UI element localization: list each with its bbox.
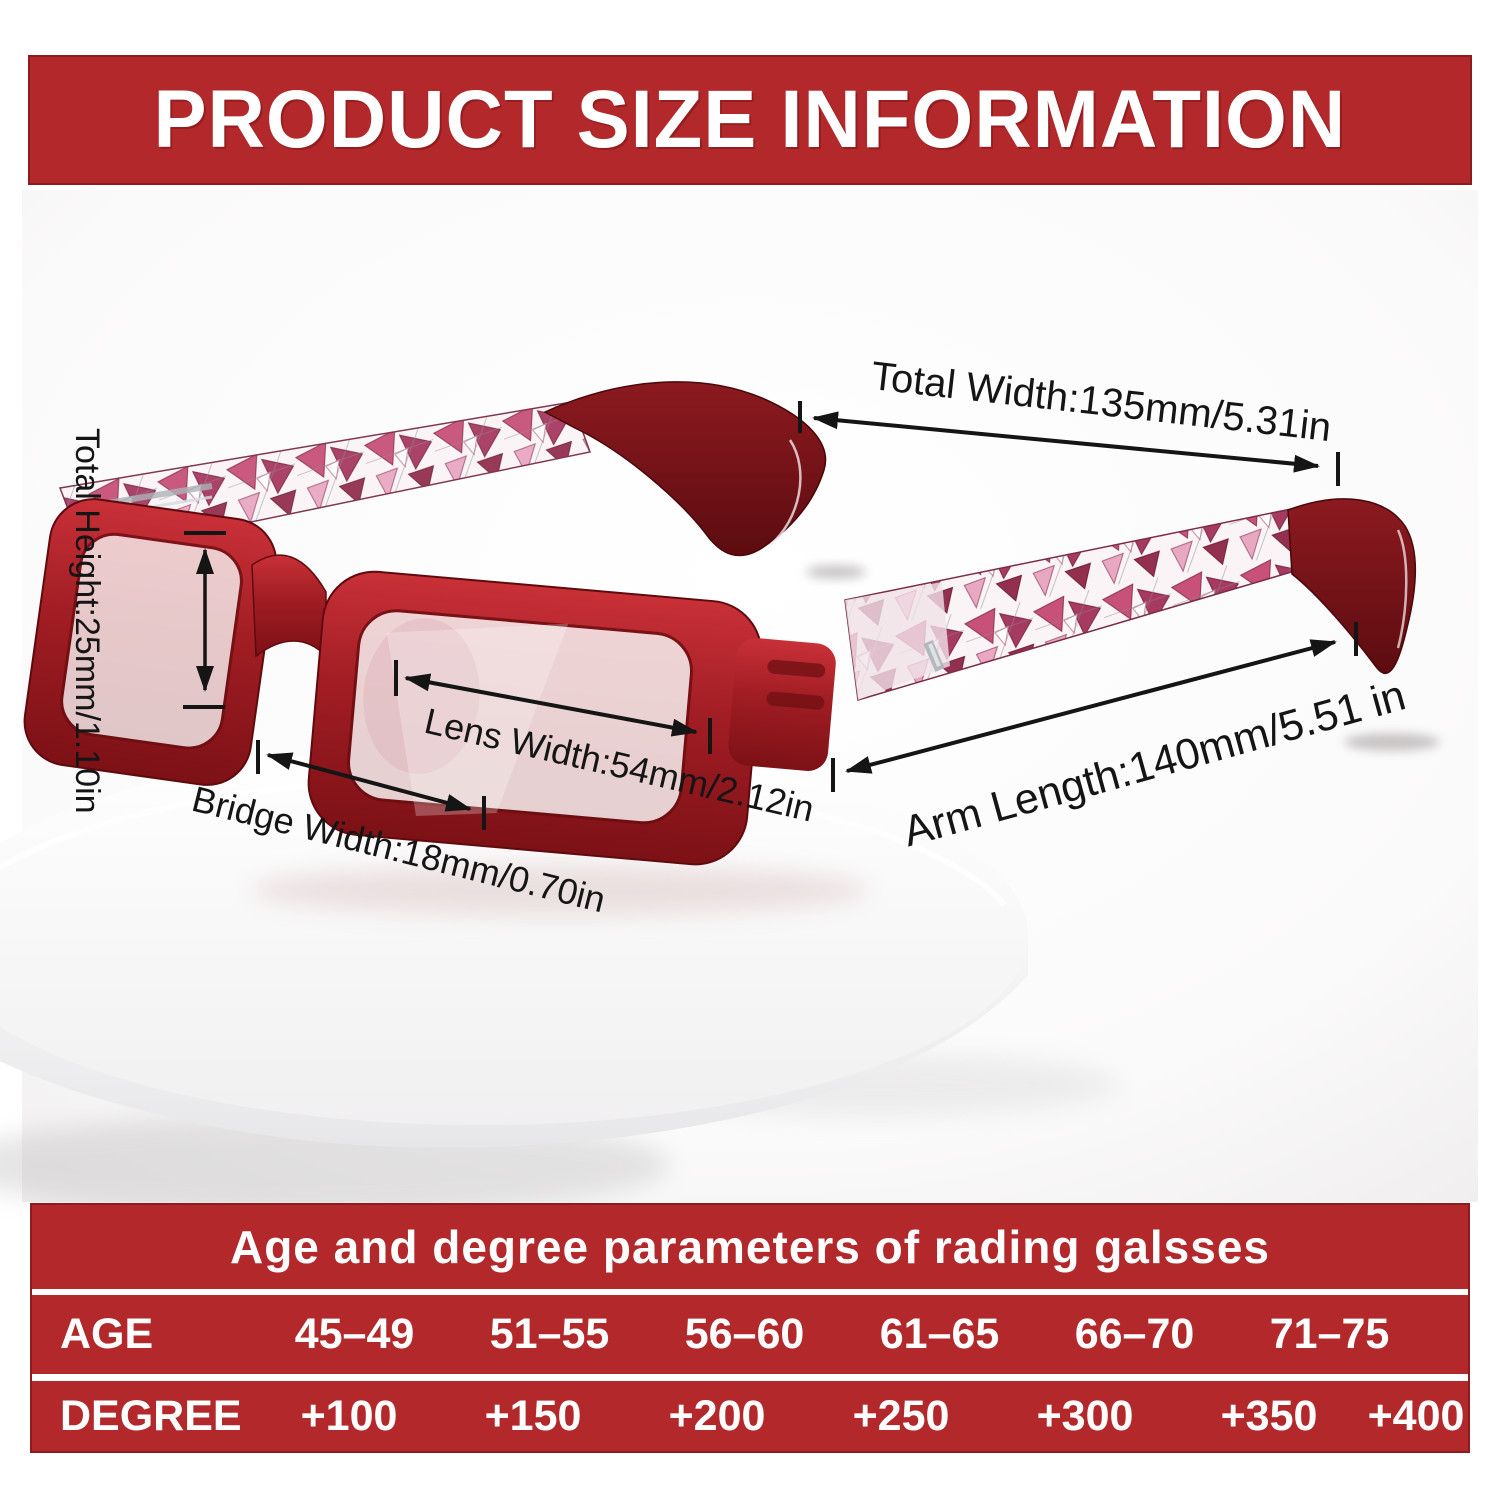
degree-cell: +200 xyxy=(668,1391,766,1440)
arm-length-arrow xyxy=(845,639,1337,774)
degree-row: DEGREE +100 +150 +200 +250 +300 +350 +40… xyxy=(32,1381,1468,1451)
age-row-label: AGE xyxy=(60,1310,154,1358)
left-lens xyxy=(23,498,278,786)
table-title: Age and degree parameters of rading gals… xyxy=(229,1221,1271,1273)
degree-cell: +400 xyxy=(1367,1391,1465,1440)
age-degree-table: Age and degree parameters of rading gals… xyxy=(30,1203,1470,1453)
table-separator xyxy=(32,1374,1468,1381)
degree-cell: +350 xyxy=(1220,1391,1318,1440)
age-row: AGE 45–49 51–55 56–60 61–65 66–70 71–75 xyxy=(32,1295,1468,1374)
degree-cell: +250 xyxy=(852,1391,950,1440)
bridge-width-arrow xyxy=(266,752,472,812)
spring-hinge-slot xyxy=(766,691,825,710)
page-title: PRODUCT SIZE INFORMATION xyxy=(153,74,1347,165)
spring-hinge-slot xyxy=(767,659,826,678)
temple-tip-shadow xyxy=(806,565,866,579)
degree-row-label: DEGREE xyxy=(60,1391,242,1440)
header-banner: PRODUCT SIZE INFORMATION xyxy=(28,55,1472,185)
age-cell: 51–55 xyxy=(489,1310,610,1358)
right-temple-tip xyxy=(1287,498,1417,675)
age-cell: 66–70 xyxy=(1074,1310,1195,1358)
left-temple-tip xyxy=(543,381,827,557)
total-width-arrow xyxy=(812,411,1320,473)
table-separator xyxy=(32,1289,1468,1295)
degree-cell: +150 xyxy=(484,1391,582,1440)
lens-width-arrow xyxy=(404,673,698,737)
age-cell: 56–60 xyxy=(684,1310,805,1358)
age-cell: 45–49 xyxy=(294,1310,415,1358)
age-cell: 61–65 xyxy=(879,1310,1000,1358)
degree-cell: +100 xyxy=(300,1391,398,1440)
degree-cell: +300 xyxy=(1036,1391,1134,1440)
dimension-arrows xyxy=(183,401,1358,830)
temple-tip-shadow-right xyxy=(1344,733,1440,751)
age-cell: 71–75 xyxy=(1269,1310,1390,1358)
glasses-shadow xyxy=(250,864,870,916)
total-height-label: Total Height:25mm/1.10in xyxy=(68,428,106,814)
